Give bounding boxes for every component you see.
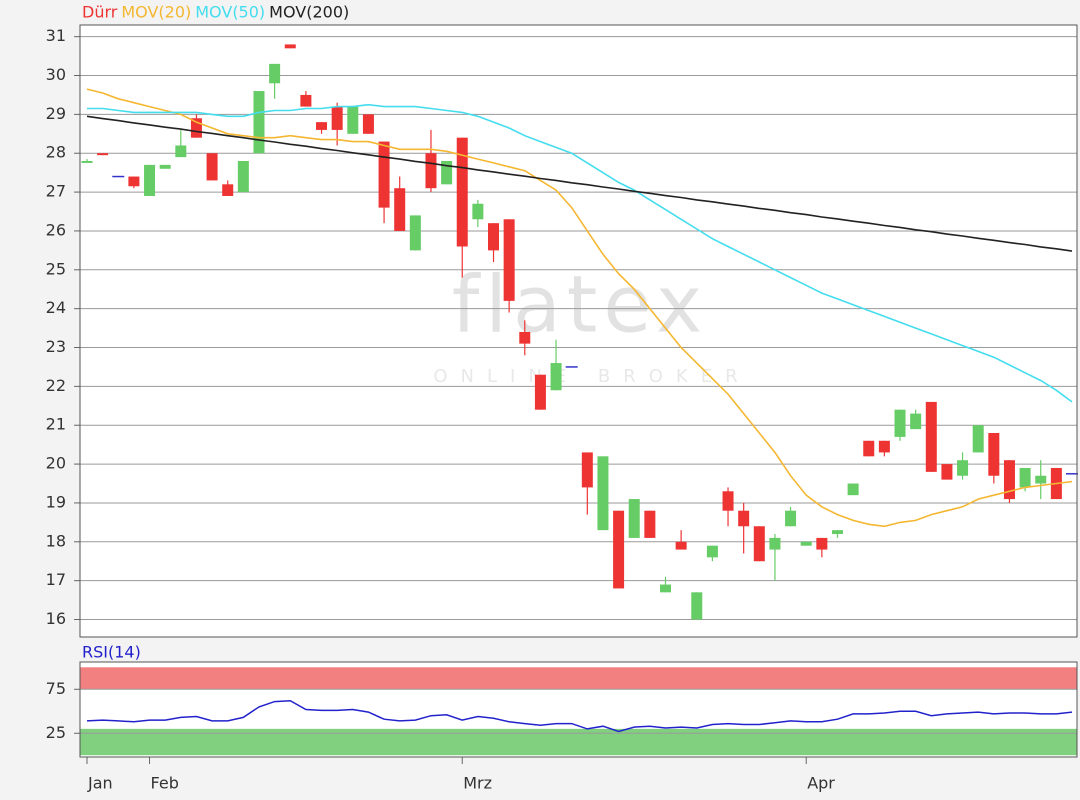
panel-title: RSI(14) bbox=[82, 643, 141, 662]
candle-body bbox=[144, 164, 156, 196]
watermark-tagline: ONLINE BROKER bbox=[433, 366, 750, 387]
y-tick-label: 31 bbox=[46, 26, 66, 45]
candle-body bbox=[237, 161, 249, 193]
legend-entry: MOV(20) bbox=[121, 3, 191, 22]
candle-body bbox=[81, 161, 93, 163]
candle-body bbox=[394, 188, 406, 231]
candle-body bbox=[222, 184, 234, 196]
candle-body bbox=[269, 63, 281, 84]
rsi-line bbox=[86, 699, 1073, 733]
moving-average-line bbox=[87, 103, 1073, 403]
candle-body bbox=[206, 153, 218, 181]
y-tick-label: 27 bbox=[46, 182, 66, 201]
candle-body bbox=[425, 153, 437, 189]
main-plot-bg bbox=[80, 25, 1077, 637]
y-tick-label: 18 bbox=[46, 531, 66, 550]
candle-body bbox=[847, 483, 859, 496]
y-tick-label: 21 bbox=[46, 415, 66, 434]
candle-body bbox=[331, 106, 343, 130]
watermark-logo: flatex bbox=[452, 260, 708, 350]
candle-body bbox=[597, 456, 609, 531]
x-tick-label: Jan bbox=[87, 774, 113, 793]
candle-body bbox=[613, 510, 625, 589]
y-tick-label: 28 bbox=[46, 143, 66, 162]
y-tick-label: 17 bbox=[46, 570, 66, 589]
y-tick-label: 25 bbox=[46, 259, 66, 278]
candle-body bbox=[97, 153, 109, 156]
legend-entry: Dürr bbox=[82, 3, 118, 22]
candle-body bbox=[675, 541, 687, 550]
candle-body bbox=[785, 510, 797, 527]
y-tick-label: 25 bbox=[46, 723, 66, 742]
candle-body bbox=[316, 122, 328, 130]
candle-body bbox=[472, 203, 484, 220]
x-tick-label: Feb bbox=[151, 774, 179, 793]
candle-body bbox=[753, 526, 765, 562]
y-tick-label: 30 bbox=[46, 65, 66, 84]
y-tick-label: 26 bbox=[46, 220, 66, 239]
candle-body bbox=[644, 510, 656, 538]
y-tick-label: 20 bbox=[46, 454, 66, 473]
candle-body bbox=[503, 219, 515, 301]
candle-body bbox=[519, 331, 531, 344]
candle-body bbox=[409, 215, 421, 251]
y-tick-label: 29 bbox=[46, 104, 66, 123]
candle-body bbox=[347, 106, 359, 134]
legend-entry: MOV(50) bbox=[195, 3, 265, 22]
moving-average-line bbox=[86, 88, 1073, 528]
candle-body bbox=[863, 440, 875, 457]
candle-body bbox=[128, 176, 140, 187]
candle-body bbox=[628, 499, 640, 538]
candle-body bbox=[175, 145, 187, 158]
legend-entry: MOV(200) bbox=[269, 3, 349, 22]
candle-body bbox=[253, 91, 265, 154]
candle-body bbox=[550, 363, 562, 391]
candle-body bbox=[925, 401, 937, 472]
y-tick-label: 23 bbox=[46, 337, 66, 356]
candle-body bbox=[816, 537, 828, 550]
candle-body bbox=[691, 592, 703, 620]
moving-average-line bbox=[86, 115, 1073, 252]
candle-body bbox=[534, 374, 546, 410]
candle-body bbox=[769, 537, 781, 550]
candle-body bbox=[488, 223, 500, 251]
candle-body bbox=[378, 141, 390, 208]
candle-body bbox=[1035, 475, 1047, 484]
candle-body bbox=[159, 164, 171, 169]
candle-body bbox=[1003, 460, 1015, 500]
y-tick-label: 24 bbox=[46, 298, 66, 317]
candle-body bbox=[300, 94, 312, 107]
candle-body bbox=[941, 464, 953, 480]
candle-body bbox=[190, 118, 202, 138]
candle-body bbox=[1019, 467, 1031, 488]
candle-body bbox=[957, 460, 969, 476]
candle-body bbox=[910, 413, 922, 430]
x-tick-label: Apr bbox=[807, 774, 835, 793]
x-tick-label: Mrz bbox=[463, 774, 492, 793]
candle-body bbox=[706, 545, 718, 558]
candle-body bbox=[831, 530, 843, 535]
candle-body bbox=[581, 452, 593, 488]
y-tick-label: 75 bbox=[46, 679, 66, 698]
y-tick-label: 22 bbox=[46, 376, 66, 395]
candle-body bbox=[878, 440, 890, 453]
candle-body bbox=[738, 510, 750, 527]
plot-frame bbox=[79, 24, 1078, 638]
candle-body bbox=[362, 114, 374, 134]
candle-body bbox=[441, 161, 453, 185]
candle-body bbox=[284, 44, 296, 49]
y-tick-label: 19 bbox=[46, 492, 66, 511]
candle-body bbox=[894, 409, 906, 437]
candle-body bbox=[456, 137, 468, 247]
candle-body bbox=[988, 433, 1000, 476]
plot-frame bbox=[79, 661, 1078, 758]
candle-body bbox=[800, 541, 812, 546]
rsi-zone bbox=[80, 667, 1077, 690]
candle-body bbox=[659, 584, 671, 593]
candle-body bbox=[972, 425, 984, 453]
candle-body bbox=[722, 491, 734, 511]
y-tick-label: 16 bbox=[46, 609, 66, 628]
